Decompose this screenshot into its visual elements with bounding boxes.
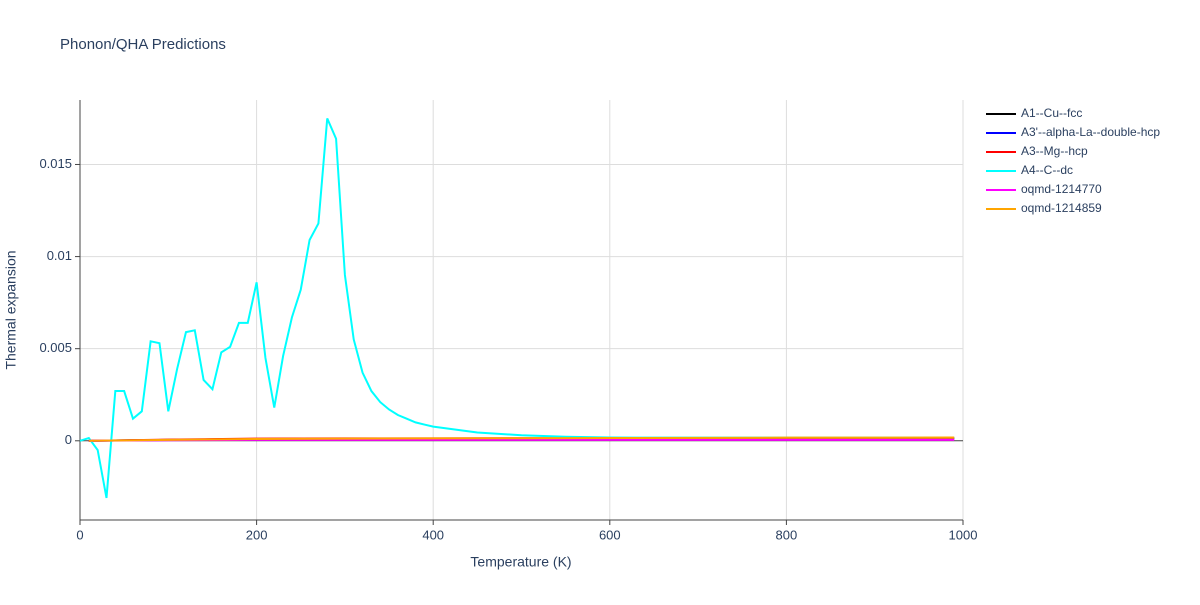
y-axis-title: Thermal expansion xyxy=(3,250,19,369)
legend-label: oqmd-1214859 xyxy=(1021,201,1102,215)
series-line xyxy=(88,436,955,442)
x-tick-label: 600 xyxy=(599,527,621,542)
legend-label: A3'--alpha-La--double-hcp xyxy=(1021,125,1160,139)
x-axis-title: Temperature (K) xyxy=(470,554,571,570)
x-tick-label: 800 xyxy=(776,527,798,542)
legend-label: A1--Cu--fcc xyxy=(1021,106,1082,120)
legend-label: A3--Mg--hcp xyxy=(1021,144,1088,158)
legend-label: A4--C--dc xyxy=(1021,163,1073,177)
x-tick-label: 200 xyxy=(246,527,268,542)
series-line xyxy=(79,118,955,499)
legend-label: oqmd-1214770 xyxy=(1021,182,1102,196)
y-tick-label: 0.015 xyxy=(39,156,72,171)
x-tick-label: 0 xyxy=(76,527,83,542)
y-tick-label: 0 xyxy=(65,432,72,447)
y-tick-label: 0.005 xyxy=(39,340,72,355)
x-tick-label: 400 xyxy=(422,527,444,542)
y-tick-label: 0.01 xyxy=(47,248,72,263)
chart-title: Phonon/QHA Predictions xyxy=(60,36,226,53)
x-tick-label: 1000 xyxy=(949,527,978,542)
